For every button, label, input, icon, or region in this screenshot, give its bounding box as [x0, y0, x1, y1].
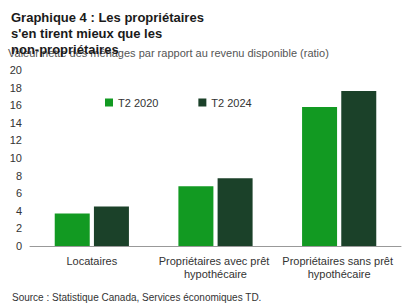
svg-text:hypothécaire: hypothécaire [184, 268, 247, 280]
svg-text:hypothécaire: hypothécaire [308, 268, 371, 280]
svg-text:Valeur nette des ménages par r: Valeur nette des ménages par rapport au … [8, 46, 329, 59]
svg-text:Source : Statistique Canada, S: Source : Statistique Canada, Services éc… [12, 292, 261, 303]
svg-text:6: 6 [16, 187, 22, 199]
svg-text:20: 20 [10, 64, 22, 76]
svg-text:14: 14 [10, 117, 22, 129]
svg-text:16: 16 [10, 99, 22, 111]
svg-text:Locataires: Locataires [66, 255, 117, 267]
svg-text:non-propriétaires: non-propriétaires [11, 42, 119, 57]
svg-text:10: 10 [10, 152, 22, 164]
svg-text:18: 18 [10, 82, 22, 94]
svg-text:8: 8 [16, 170, 22, 182]
svg-text:Graphique 4 : Les propriétaire: Graphique 4 : Les propriétaires [11, 10, 208, 25]
svg-text:s'en tirent mieux que les: s'en tirent mieux que les [11, 26, 166, 41]
svg-text:T2 2020: T2 2020 [118, 97, 158, 109]
svg-text:12: 12 [10, 134, 22, 146]
svg-text:Propriétaires avec prêt: Propriétaires avec prêt [159, 255, 273, 267]
svg-text:T2 2024: T2 2024 [211, 97, 251, 109]
svg-text:2: 2 [16, 222, 22, 234]
svg-text:4: 4 [16, 205, 22, 217]
svg-text:0: 0 [16, 240, 22, 252]
svg-text:Propriétaires sans prêt: Propriétaires sans prêt [282, 255, 396, 267]
